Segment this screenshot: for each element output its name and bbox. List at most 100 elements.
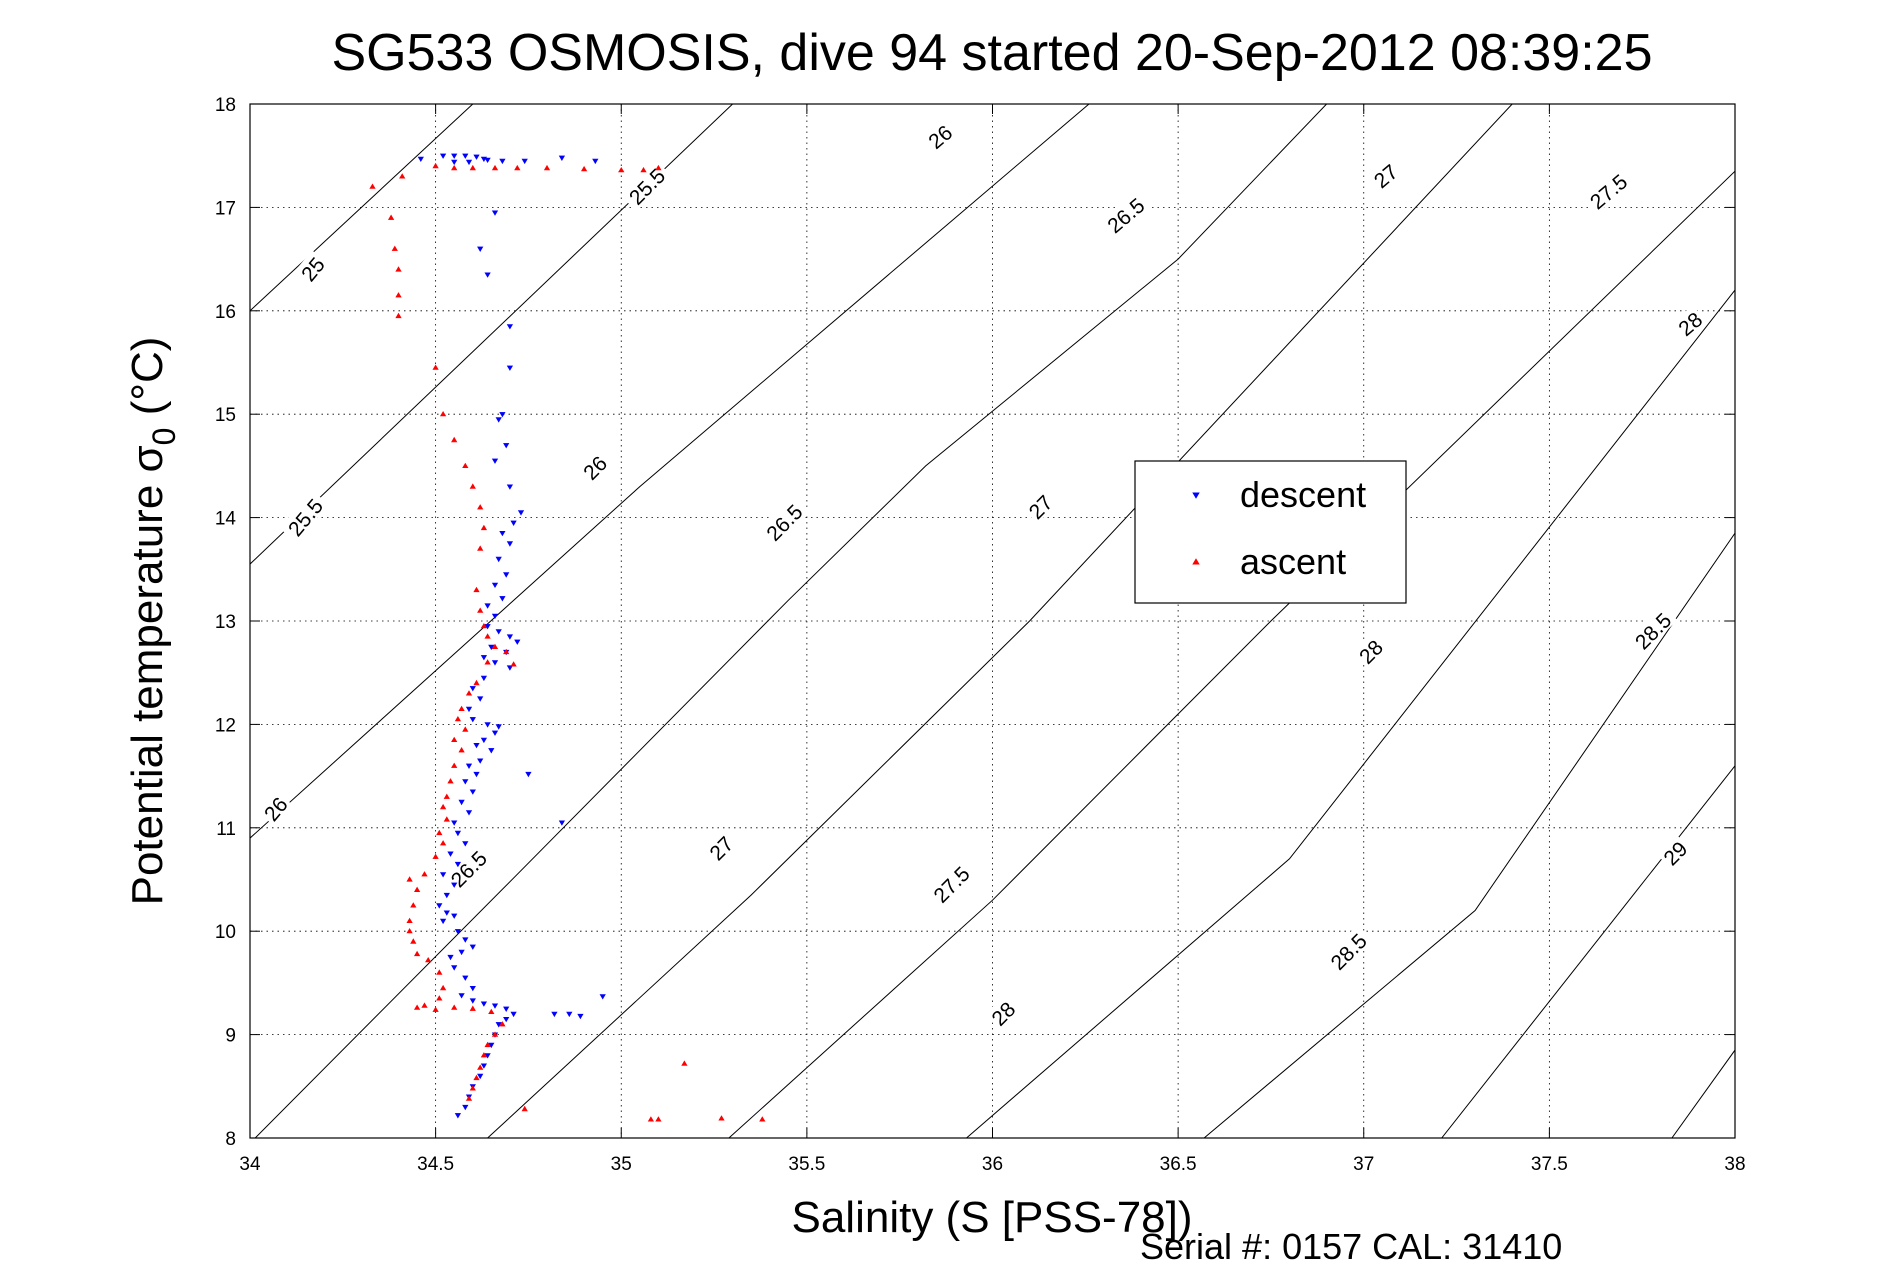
descent-point bbox=[495, 629, 502, 635]
density-contour-line bbox=[966, 289, 1735, 1138]
descent-point bbox=[469, 789, 476, 795]
ascent-point bbox=[399, 173, 406, 179]
ascent-point bbox=[458, 705, 465, 712]
descent-point bbox=[491, 730, 499, 736]
descent-point bbox=[462, 937, 469, 943]
descent-point bbox=[514, 639, 521, 645]
density-contours bbox=[250, 104, 1735, 1138]
ascent-point bbox=[410, 902, 417, 908]
descent-point bbox=[506, 665, 514, 671]
ascent-point bbox=[580, 165, 588, 172]
descent-point bbox=[451, 882, 458, 888]
y-axis-title-unit: (°C) bbox=[123, 337, 172, 416]
ascent-point bbox=[465, 1095, 473, 1101]
descent-point bbox=[506, 365, 514, 371]
legend-box bbox=[1134, 460, 1407, 604]
contour-label-backing bbox=[1656, 834, 1692, 870]
descent-point bbox=[488, 1042, 495, 1049]
y-axis-title: Potential temperature σ0 (°C) bbox=[123, 337, 182, 906]
ascent-point bbox=[439, 984, 447, 991]
descent-point bbox=[499, 596, 506, 602]
descent-point bbox=[436, 903, 443, 909]
descent-point bbox=[469, 717, 476, 723]
data-series bbox=[369, 153, 766, 1122]
descent-point bbox=[465, 706, 473, 713]
descent-point bbox=[551, 1011, 558, 1018]
ascent-point bbox=[421, 871, 428, 877]
descent-point bbox=[462, 153, 469, 159]
descent-point bbox=[439, 153, 447, 159]
y-axis-title-subscript: 0 bbox=[146, 428, 182, 446]
ascent-point bbox=[436, 969, 443, 975]
descent-point bbox=[480, 1001, 488, 1007]
x-tick-label: 37.5 bbox=[1531, 1154, 1568, 1175]
ascent-point bbox=[406, 876, 413, 882]
descent-point bbox=[447, 851, 454, 857]
descent-point bbox=[558, 155, 566, 161]
descent-point bbox=[480, 1063, 488, 1069]
descent-point bbox=[495, 724, 502, 730]
descent-point bbox=[558, 820, 566, 826]
ascent-point bbox=[473, 679, 480, 686]
ascent-point bbox=[469, 1005, 476, 1011]
ascent-point bbox=[503, 648, 510, 655]
ascent-point bbox=[488, 1008, 495, 1015]
descent-point bbox=[510, 520, 517, 526]
ascent-point bbox=[369, 183, 376, 189]
descent-point bbox=[451, 913, 458, 919]
ascent-point bbox=[395, 292, 402, 298]
descent-point bbox=[451, 159, 458, 166]
descent-point bbox=[517, 510, 525, 516]
descent-point bbox=[451, 153, 458, 159]
y-tick-label: 11 bbox=[216, 819, 236, 840]
ascent-point bbox=[451, 164, 458, 171]
descent-point bbox=[566, 1011, 573, 1018]
legend-marker-descent bbox=[1192, 492, 1200, 499]
ascent-point bbox=[458, 747, 465, 753]
descent-point bbox=[484, 722, 491, 728]
series-descent bbox=[417, 153, 606, 1119]
ascent-point bbox=[395, 266, 402, 272]
ascent-point bbox=[447, 778, 454, 784]
ascent-point bbox=[473, 1074, 480, 1081]
ascent-point bbox=[514, 164, 521, 171]
x-tick-label: 38 bbox=[1724, 1154, 1745, 1175]
density-contour-line bbox=[487, 104, 1513, 1138]
descent-point bbox=[469, 686, 476, 692]
descent-point bbox=[477, 758, 484, 764]
series-ascent bbox=[369, 162, 766, 1122]
descent-point bbox=[484, 272, 491, 278]
ascent-point bbox=[510, 661, 517, 667]
y-tick-label: 8 bbox=[225, 1129, 236, 1150]
descent-point bbox=[484, 624, 491, 630]
descent-point bbox=[465, 159, 473, 166]
ascent-point bbox=[491, 643, 499, 650]
ascent-point bbox=[480, 623, 488, 629]
ascent-point bbox=[491, 164, 499, 171]
descent-point bbox=[499, 158, 506, 165]
x-tick-label: 36 bbox=[982, 1154, 1003, 1175]
ascent-point bbox=[432, 1006, 439, 1012]
y-tick-label: 17 bbox=[215, 198, 236, 219]
descent-point bbox=[506, 634, 514, 640]
ascent-point bbox=[406, 928, 413, 934]
descent-point bbox=[454, 1113, 462, 1119]
descent-point bbox=[462, 841, 469, 847]
descent-point bbox=[473, 771, 480, 778]
ascent-point bbox=[469, 1085, 476, 1091]
contour-label-backing bbox=[294, 250, 329, 286]
descent-point bbox=[469, 944, 476, 950]
ascent-point bbox=[387, 214, 395, 220]
x-tick-label: 34.5 bbox=[417, 1154, 454, 1175]
descent-point bbox=[592, 158, 599, 165]
contour-label-backing bbox=[442, 842, 494, 894]
density-contour-line bbox=[728, 170, 1735, 1138]
descent-point bbox=[480, 156, 488, 162]
contour-label-backing bbox=[924, 857, 976, 909]
ascent-point bbox=[413, 950, 421, 957]
y-tick-label: 18 bbox=[215, 95, 236, 116]
y-axis-title-text: Potential temperature σ0 (°C) bbox=[123, 337, 182, 906]
ascent-point bbox=[655, 1116, 662, 1122]
descent-point bbox=[458, 949, 465, 956]
